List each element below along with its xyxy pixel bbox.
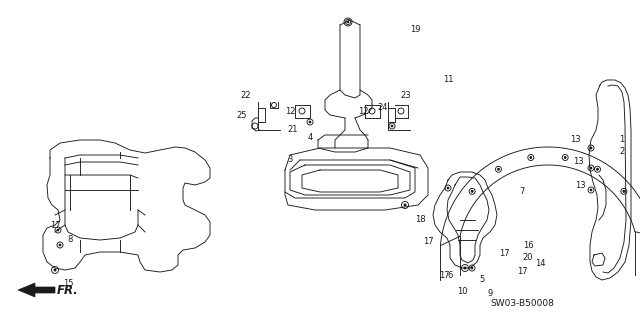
Circle shape bbox=[391, 125, 393, 127]
Text: 5: 5 bbox=[479, 276, 484, 285]
Circle shape bbox=[59, 244, 61, 246]
Text: 6: 6 bbox=[447, 271, 452, 280]
Circle shape bbox=[623, 190, 625, 192]
Circle shape bbox=[498, 168, 499, 170]
Circle shape bbox=[590, 147, 592, 149]
Polygon shape bbox=[18, 283, 55, 297]
Circle shape bbox=[471, 267, 473, 269]
Circle shape bbox=[564, 157, 566, 159]
Text: 12: 12 bbox=[285, 108, 295, 116]
Text: 12: 12 bbox=[358, 108, 368, 116]
Text: 15: 15 bbox=[63, 279, 73, 288]
Text: 13: 13 bbox=[570, 136, 580, 145]
Text: 7: 7 bbox=[519, 188, 525, 197]
Circle shape bbox=[404, 204, 406, 206]
Text: 13: 13 bbox=[573, 158, 583, 167]
Text: 3: 3 bbox=[287, 155, 292, 165]
Text: 13: 13 bbox=[575, 182, 586, 190]
Text: 23: 23 bbox=[401, 91, 412, 100]
Circle shape bbox=[596, 168, 598, 170]
Circle shape bbox=[404, 204, 405, 205]
Text: 17: 17 bbox=[499, 249, 509, 258]
Circle shape bbox=[471, 190, 473, 192]
Text: 11: 11 bbox=[443, 76, 453, 85]
Circle shape bbox=[57, 229, 59, 231]
Text: 1: 1 bbox=[620, 135, 625, 144]
Text: 16: 16 bbox=[523, 241, 533, 250]
Text: FR.: FR. bbox=[57, 284, 79, 296]
Circle shape bbox=[590, 189, 592, 191]
Text: 14: 14 bbox=[535, 259, 545, 269]
Text: 17: 17 bbox=[516, 268, 527, 277]
Text: 20: 20 bbox=[523, 253, 533, 262]
Text: 21: 21 bbox=[288, 125, 298, 135]
Circle shape bbox=[348, 21, 349, 23]
Text: 24: 24 bbox=[378, 103, 388, 113]
Text: 17: 17 bbox=[50, 221, 60, 231]
Circle shape bbox=[54, 269, 56, 271]
Text: 9: 9 bbox=[488, 290, 493, 299]
Circle shape bbox=[590, 167, 592, 169]
Text: 18: 18 bbox=[415, 216, 426, 225]
Text: 8: 8 bbox=[67, 235, 73, 244]
Text: 4: 4 bbox=[307, 133, 312, 143]
Text: 17: 17 bbox=[438, 271, 449, 280]
Circle shape bbox=[447, 187, 449, 189]
Text: SW03-B50008: SW03-B50008 bbox=[490, 299, 554, 308]
Text: 10: 10 bbox=[457, 287, 467, 296]
Text: 19: 19 bbox=[410, 26, 420, 34]
Text: 2: 2 bbox=[620, 146, 625, 155]
Text: 17: 17 bbox=[422, 238, 433, 247]
Circle shape bbox=[309, 121, 311, 123]
Circle shape bbox=[464, 267, 466, 269]
Circle shape bbox=[54, 270, 56, 271]
Text: 25: 25 bbox=[237, 112, 247, 121]
Circle shape bbox=[530, 157, 532, 159]
Text: 22: 22 bbox=[241, 92, 252, 100]
